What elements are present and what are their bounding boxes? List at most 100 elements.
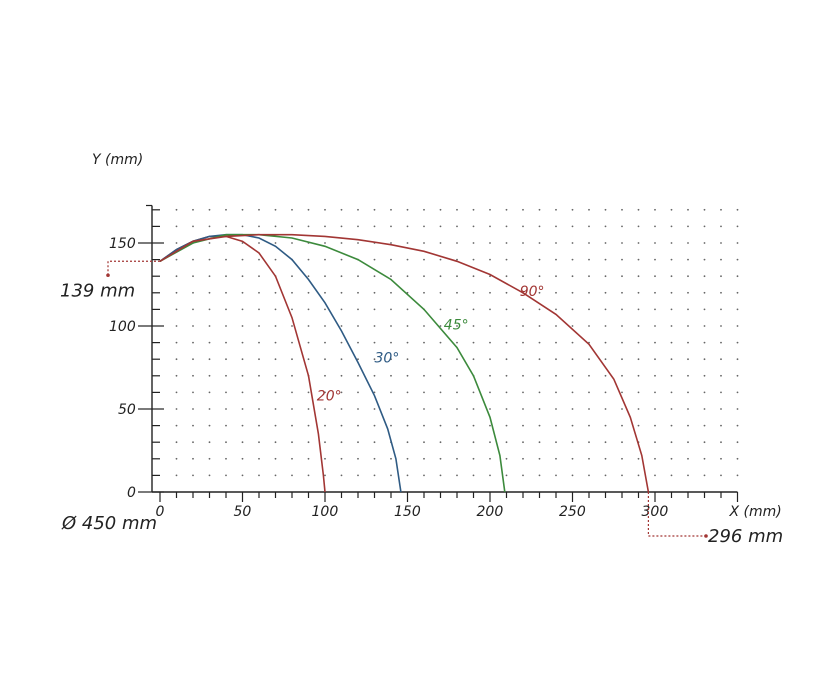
grid-dot [291, 208, 293, 211]
grid-dot [390, 291, 392, 294]
grid-dot [621, 225, 623, 228]
grid-dot [406, 374, 409, 377]
grid-dot [225, 391, 227, 394]
grid-dot [390, 258, 392, 261]
grid-dot [324, 374, 326, 377]
grid-dot [241, 258, 244, 261]
grid-dot [307, 424, 310, 427]
grid-dot [307, 391, 310, 394]
grid-dot [423, 441, 425, 444]
grid-dot [637, 208, 640, 211]
grid-dot [324, 308, 326, 311]
grid-dot [555, 424, 557, 427]
grid-dot [588, 325, 590, 327]
grid-dot [439, 358, 442, 361]
grid-dot [736, 374, 739, 377]
grid-dot [736, 341, 739, 344]
grid-dot [720, 325, 722, 327]
grid-dot [637, 358, 640, 361]
grid-dot [175, 441, 178, 444]
grid-dot [604, 275, 607, 278]
grid-dot [555, 341, 557, 344]
grid-dot [439, 258, 442, 261]
grid-dot [307, 358, 310, 361]
grid-dot [192, 474, 194, 477]
grid-dot [439, 208, 442, 211]
grid-dot [373, 391, 376, 394]
grid-dot [670, 474, 673, 477]
grid-dot [340, 374, 343, 377]
grid-dot [439, 474, 442, 477]
grid-dot [588, 374, 590, 377]
grid-dot [621, 242, 623, 244]
grid-dot [522, 258, 524, 261]
grid-dot [670, 291, 673, 294]
grid-dot [522, 208, 524, 211]
grid-dot [720, 208, 722, 211]
grid-dot [736, 325, 739, 327]
grid-dot [456, 208, 458, 211]
grid-dot [373, 325, 376, 327]
grid-dot [423, 258, 425, 261]
grid-dot [291, 391, 293, 394]
grid-dot [555, 208, 557, 211]
grid-dot [538, 358, 541, 361]
grid-dot [439, 374, 442, 377]
grid-dot [274, 441, 277, 444]
grid-dot [472, 408, 475, 410]
grid-dot [489, 325, 491, 327]
grid-dot [736, 457, 739, 460]
grid-dot [522, 275, 524, 278]
grid-dot [324, 457, 326, 460]
grid-dot [604, 208, 607, 211]
grid-dot [687, 341, 689, 344]
grid-dot [456, 291, 458, 294]
grid-dot [423, 325, 425, 327]
x-tick-label: 200 [477, 504, 504, 520]
grid-dot [439, 408, 442, 410]
grid-dot [340, 358, 343, 361]
grid-dot [390, 408, 392, 410]
grid-dot [736, 358, 739, 361]
grid-dot [274, 308, 277, 311]
grid-dot [357, 424, 359, 427]
grid-dot [307, 325, 310, 327]
grid-dot [423, 275, 425, 278]
grid-dot [192, 275, 194, 278]
grid-dot [703, 474, 706, 477]
grid-dot [357, 225, 359, 228]
grid-dot [472, 391, 475, 394]
grid-dot [175, 391, 178, 394]
grid-dot [621, 208, 623, 211]
grid-dot [373, 291, 376, 294]
grid-dot [373, 225, 376, 228]
grid-dot [406, 308, 409, 311]
grid-dot [588, 242, 590, 244]
grid-dot [340, 275, 343, 278]
grid-dot [703, 374, 706, 377]
grid-dot [258, 474, 260, 477]
grid-dot [604, 441, 607, 444]
grid-dot [736, 242, 739, 244]
grid-dot [340, 325, 343, 327]
grid-dot [505, 391, 508, 394]
grid-dot [472, 291, 475, 294]
grid-dot [489, 341, 491, 344]
grid-dot [687, 358, 689, 361]
grid-dot [588, 408, 590, 410]
grid-dot [340, 408, 343, 410]
grid-dot [406, 258, 409, 261]
grid-dot [225, 291, 227, 294]
grid-dot [423, 374, 425, 377]
grid-dot [489, 441, 491, 444]
grid-dot [373, 474, 376, 477]
grid-dot [324, 291, 326, 294]
grid-dot [175, 325, 178, 327]
grid-dot [241, 341, 244, 344]
grid-dot [324, 408, 326, 410]
grid-dot [192, 308, 194, 311]
grid-dot [472, 457, 475, 460]
grid-dot [456, 374, 458, 377]
grid-dot [489, 208, 491, 211]
grid-dot [291, 441, 293, 444]
